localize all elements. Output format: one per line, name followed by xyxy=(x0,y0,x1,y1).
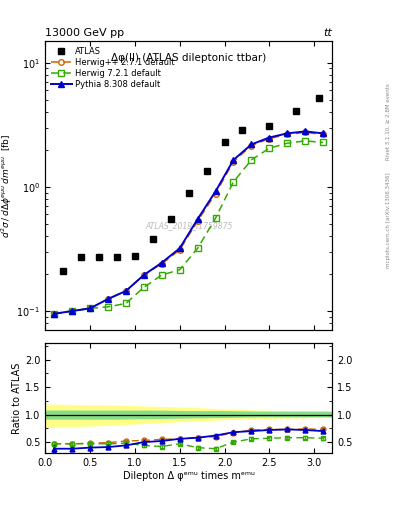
Pythia 8.308 default xyxy=(321,131,325,137)
ATLAS xyxy=(132,252,137,259)
ATLAS xyxy=(204,167,209,174)
ATLAS xyxy=(186,189,191,196)
Line: Herwig++ 2.7.1 default: Herwig++ 2.7.1 default xyxy=(51,130,326,316)
Herwig 7.2.1 default xyxy=(213,215,218,221)
Herwig++ 2.7.1 default xyxy=(195,218,200,224)
Herwig 7.2.1 default xyxy=(177,267,182,273)
Pythia 8.308 default xyxy=(52,311,57,317)
Pythia 8.308 default xyxy=(249,141,254,147)
Pythia 8.308 default xyxy=(141,272,146,278)
Herwig++ 2.7.1 default xyxy=(249,142,254,148)
Y-axis label: Ratio to ATLAS: Ratio to ATLAS xyxy=(12,362,22,434)
Herwig++ 2.7.1 default xyxy=(70,308,74,314)
Pythia 8.308 default xyxy=(303,129,308,135)
Pythia 8.308 default xyxy=(267,135,272,141)
Herwig 7.2.1 default xyxy=(285,140,290,146)
Herwig 7.2.1 default xyxy=(249,157,254,163)
ATLAS xyxy=(294,108,299,114)
Herwig 7.2.1 default xyxy=(160,272,164,278)
Herwig 7.2.1 default xyxy=(52,311,57,317)
Text: tt: tt xyxy=(323,28,332,38)
Herwig 7.2.1 default xyxy=(321,139,325,145)
Line: Herwig 7.2.1 default: Herwig 7.2.1 default xyxy=(51,138,326,316)
Herwig 7.2.1 default xyxy=(106,304,110,310)
ATLAS xyxy=(115,254,119,261)
ATLAS xyxy=(240,126,245,133)
Herwig++ 2.7.1 default xyxy=(321,131,325,137)
ATLAS xyxy=(267,123,272,129)
Herwig 7.2.1 default xyxy=(123,301,128,307)
Pythia 8.308 default xyxy=(177,245,182,251)
Herwig 7.2.1 default xyxy=(231,179,236,185)
Pythia 8.308 default xyxy=(88,305,92,311)
Line: ATLAS: ATLAS xyxy=(60,95,322,274)
ATLAS xyxy=(316,95,321,101)
Herwig 7.2.1 default xyxy=(303,138,308,144)
Pythia 8.308 default xyxy=(106,296,110,302)
Text: 13000 GeV pp: 13000 GeV pp xyxy=(45,28,124,38)
Herwig++ 2.7.1 default xyxy=(141,272,146,278)
ATLAS xyxy=(97,254,101,261)
Herwig++ 2.7.1 default xyxy=(52,311,57,317)
Herwig++ 2.7.1 default xyxy=(160,261,164,267)
Herwig 7.2.1 default xyxy=(70,308,74,314)
Herwig++ 2.7.1 default xyxy=(106,296,110,302)
Text: ATLAS_2019_I1759875: ATLAS_2019_I1759875 xyxy=(145,222,232,230)
Herwig 7.2.1 default xyxy=(195,245,200,251)
Pythia 8.308 default xyxy=(285,131,290,137)
Herwig++ 2.7.1 default xyxy=(213,191,218,197)
Pythia 8.308 default xyxy=(231,157,236,163)
Herwig 7.2.1 default xyxy=(141,284,146,290)
Pythia 8.308 default xyxy=(160,260,164,266)
Herwig++ 2.7.1 default xyxy=(285,131,290,137)
ATLAS xyxy=(61,268,66,274)
X-axis label: Dilepton Δ φᵉᵐᵘ times mᵉᵐᵘ: Dilepton Δ φᵉᵐᵘ times mᵉᵐᵘ xyxy=(123,471,255,481)
Y-axis label: $d^2\sigma\,/\,d\Delta\phi^{e\mu u}\,dm^{e\mu u}$  [fb]: $d^2\sigma\,/\,d\Delta\phi^{e\mu u}\,dm^… xyxy=(0,134,14,238)
Pythia 8.308 default xyxy=(195,216,200,222)
Text: Rivet 3.1.10, ≥ 2.8M events: Rivet 3.1.10, ≥ 2.8M events xyxy=(386,83,391,160)
Herwig 7.2.1 default xyxy=(88,305,92,311)
Herwig++ 2.7.1 default xyxy=(123,288,128,294)
Herwig++ 2.7.1 default xyxy=(267,136,272,142)
ATLAS xyxy=(151,236,155,242)
Herwig++ 2.7.1 default xyxy=(303,130,308,136)
Line: Pythia 8.308 default: Pythia 8.308 default xyxy=(51,129,326,316)
ATLAS xyxy=(222,139,227,145)
Text: Δφ(ll) (ATLAS dileptonic ttbar): Δφ(ll) (ATLAS dileptonic ttbar) xyxy=(111,53,266,62)
ATLAS xyxy=(79,254,83,261)
Pythia 8.308 default xyxy=(123,288,128,294)
ATLAS xyxy=(168,216,173,222)
Pythia 8.308 default xyxy=(213,188,218,195)
Herwig++ 2.7.1 default xyxy=(177,247,182,253)
Text: mcplots.cern.ch [arXiv:1306.3436]: mcplots.cern.ch [arXiv:1306.3436] xyxy=(386,173,391,268)
Herwig 7.2.1 default xyxy=(267,145,272,152)
Legend: ATLAS, Herwig++ 2.7.1 default, Herwig 7.2.1 default, Pythia 8.308 default: ATLAS, Herwig++ 2.7.1 default, Herwig 7.… xyxy=(50,45,176,91)
Herwig++ 2.7.1 default xyxy=(231,159,236,165)
Herwig++ 2.7.1 default xyxy=(88,305,92,311)
Pythia 8.308 default xyxy=(70,308,74,314)
